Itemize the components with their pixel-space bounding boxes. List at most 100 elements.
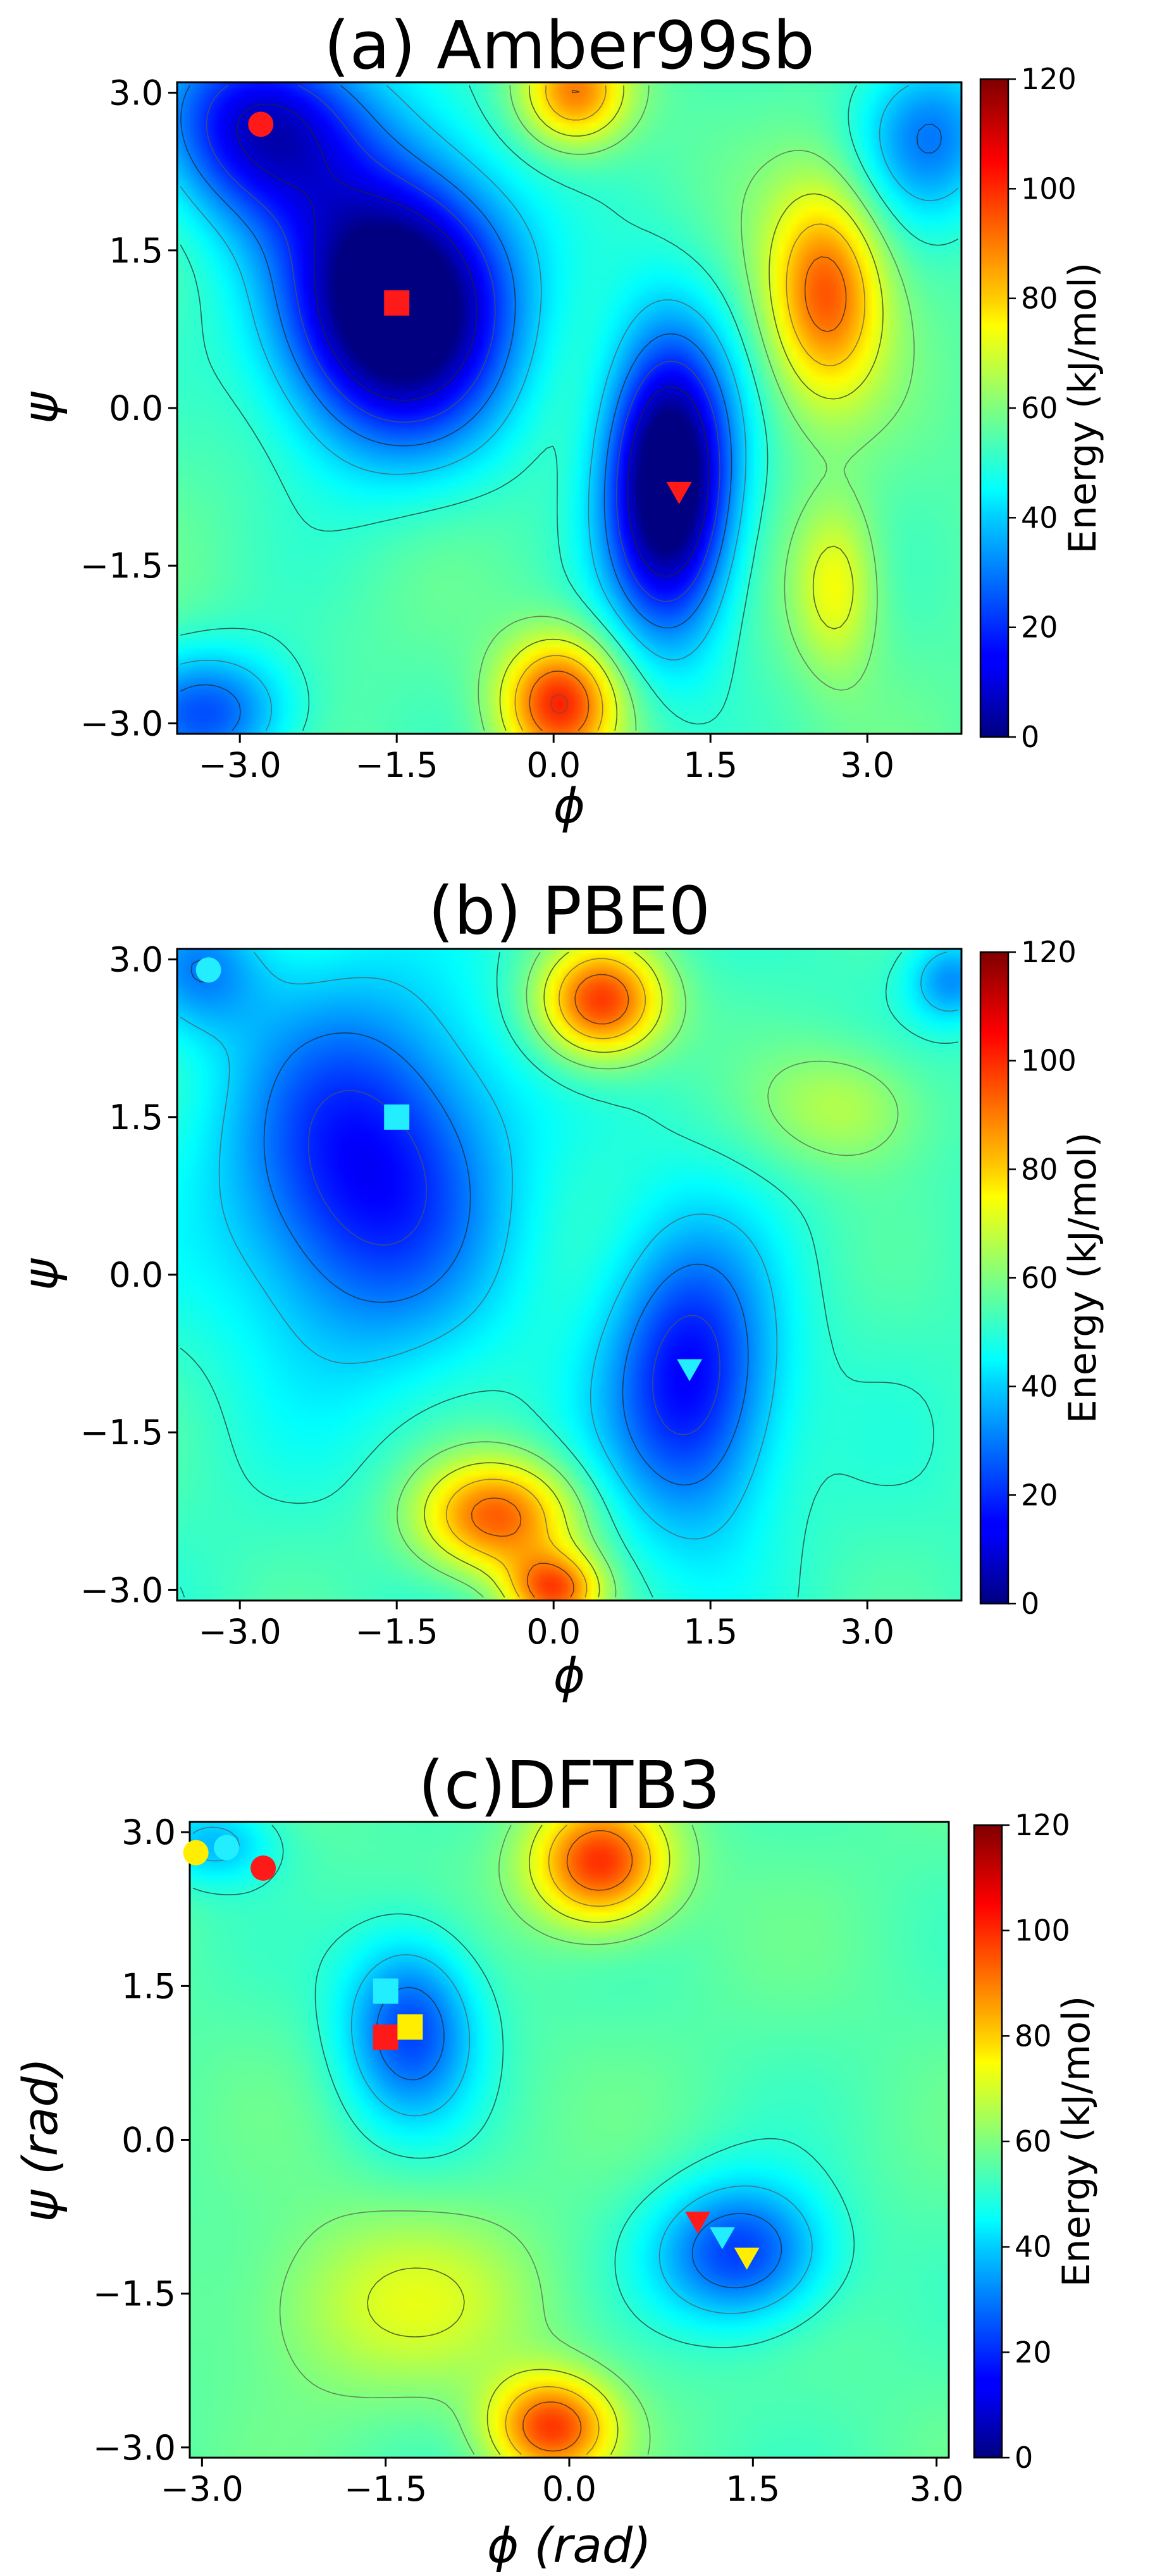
contour-line bbox=[514, 85, 865, 731]
colorbar-tick-label: 60 bbox=[1015, 2124, 1052, 2158]
colorbar-tick-label: 40 bbox=[1021, 500, 1058, 535]
panel-dftb3: −3.0 −1.5 0.0 1.5 3.0 3.0 1.5 0.0 −1.5 −3.0 (c)DFT… bbox=[12, 1747, 1099, 2573]
colorbar-label: Energy (kJ/mol) bbox=[1061, 1132, 1105, 1423]
contour-line bbox=[445, 958, 646, 1598]
contour-line bbox=[499, 85, 884, 731]
marker-circle bbox=[214, 1835, 240, 1861]
y-axis-label: ψ (rad) bbox=[12, 2058, 68, 2222]
x-tick-label: 0.0 bbox=[526, 745, 581, 785]
x-tick-label: 1.5 bbox=[683, 745, 738, 785]
colorbar-tick-label: 80 bbox=[1021, 1152, 1058, 1186]
x-axis-label: ϕ bbox=[553, 777, 585, 834]
colorbar bbox=[979, 78, 1010, 738]
y-tick-label: 0.0 bbox=[121, 2121, 176, 2160]
marker-square bbox=[384, 290, 410, 316]
y-tick-label: 0.0 bbox=[109, 388, 163, 428]
y-axis-label: ψ bbox=[12, 391, 68, 424]
y-tick-label: −1.5 bbox=[80, 546, 163, 586]
colorbar-tick-label: 0 bbox=[1021, 720, 1039, 754]
y-tick-label: 1.5 bbox=[109, 1098, 163, 1137]
contour-line bbox=[180, 951, 958, 1540]
marker-circle bbox=[183, 1840, 209, 1866]
contour-line bbox=[471, 974, 629, 1598]
chart-title: (b) PBE0 bbox=[428, 872, 710, 950]
y-tick-label: 1.5 bbox=[121, 1966, 176, 2006]
marker-square bbox=[373, 1978, 398, 2004]
colorbar bbox=[979, 951, 1010, 1605]
y-tick-label: 0.0 bbox=[109, 1255, 163, 1295]
marker-triangle bbox=[666, 481, 692, 504]
colorbar-tick-label: 100 bbox=[1015, 1914, 1070, 1948]
marker-triangle bbox=[709, 2227, 735, 2250]
contour-line bbox=[505, 1824, 652, 2455]
colorbar-tick-label: 40 bbox=[1021, 1370, 1058, 1404]
colorbar-tick-label: 120 bbox=[1021, 935, 1077, 969]
y-tick-label: −3.0 bbox=[93, 2428, 176, 2468]
marker-circle bbox=[195, 957, 221, 983]
x-tick-label: −3.0 bbox=[199, 745, 281, 785]
x-tick-label: −1.5 bbox=[355, 1612, 438, 1652]
marker-square bbox=[384, 1104, 410, 1130]
contour-line bbox=[206, 85, 720, 602]
contour-line bbox=[192, 1824, 855, 2348]
y-tick-label: 1.5 bbox=[109, 231, 163, 271]
x-tick-label: −3.0 bbox=[161, 2469, 244, 2509]
colorbar-label: Energy (kJ/mol) bbox=[1054, 1996, 1099, 2287]
panel-amber99sb: −3.0 −1.5 0.0 1.5 3.0 3.0 1.5 0.0 −1.5 −3.0 (a) Am… bbox=[12, 7, 1105, 834]
y-tick-label: −3.0 bbox=[80, 703, 163, 743]
contour-line bbox=[529, 89, 847, 731]
colorbar-tick-label: 120 bbox=[1015, 1808, 1070, 1842]
contour-line bbox=[190, 959, 749, 1486]
contour-line bbox=[180, 85, 959, 731]
x-tick-label: 3.0 bbox=[840, 745, 894, 785]
contour-line bbox=[180, 85, 959, 731]
chart-title: (c)DFTB3 bbox=[418, 1747, 720, 1824]
y-tick-label: −1.5 bbox=[93, 2274, 176, 2314]
contour-line bbox=[376, 1986, 782, 2289]
marker-triangle bbox=[734, 2247, 760, 2270]
colorbar-label: Energy (kJ/mol) bbox=[1061, 263, 1105, 554]
colorbar-tick-label: 20 bbox=[1021, 610, 1058, 645]
contour-line bbox=[180, 951, 958, 1598]
y-tick-label: 3.0 bbox=[121, 1812, 176, 1852]
contour-line bbox=[478, 85, 915, 731]
energy-heatmap bbox=[177, 949, 961, 1601]
x-tick-label: 3.0 bbox=[840, 1612, 894, 1652]
colorbar-tick-label: 120 bbox=[1021, 62, 1077, 96]
contour-line bbox=[550, 693, 569, 714]
marker-triangle bbox=[685, 2212, 711, 2234]
colorbar-tick-label: 60 bbox=[1021, 1261, 1058, 1295]
y-axis-label: ψ bbox=[12, 1258, 68, 1291]
contour-line bbox=[180, 85, 942, 731]
x-axis-label: ϕ bbox=[553, 1647, 585, 1704]
marker-square bbox=[373, 2024, 398, 2050]
colorbar bbox=[973, 1824, 1003, 2459]
marker-triangle bbox=[677, 1359, 703, 1382]
colorbar-tick-label: 100 bbox=[1021, 1044, 1077, 1078]
x-tick-label: 3.0 bbox=[910, 2469, 964, 2509]
contour-line bbox=[367, 1824, 670, 2455]
x-tick-label: −3.0 bbox=[199, 1612, 281, 1652]
energy-heatmap bbox=[190, 1822, 949, 2458]
colorbar-tick-label: 20 bbox=[1015, 2335, 1052, 2369]
contour-line bbox=[237, 103, 710, 577]
colorbar-tick-label: 100 bbox=[1021, 171, 1077, 206]
x-tick-label: −1.5 bbox=[355, 745, 438, 785]
y-tick-label: 3.0 bbox=[109, 940, 163, 980]
marker-circle bbox=[248, 111, 274, 137]
colorbar-tick-label: 0 bbox=[1021, 1587, 1039, 1621]
panel-pbe0: −3.0 −1.5 0.0 1.5 3.0 3.0 1.5 0.0 −1.5 −3.0 (b) PB… bbox=[12, 872, 1105, 1704]
x-tick-label: 0.0 bbox=[526, 1612, 581, 1652]
colorbar-tick-label: 80 bbox=[1021, 282, 1058, 316]
y-tick-label: 3.0 bbox=[109, 73, 163, 113]
contour-line bbox=[424, 951, 663, 1598]
marker-square bbox=[397, 2014, 423, 2040]
x-axis-label: ϕ (rad) bbox=[487, 2517, 652, 2573]
contour-line bbox=[397, 951, 899, 1598]
colorbar-tick-label: 0 bbox=[1015, 2441, 1033, 2475]
x-tick-label: −1.5 bbox=[344, 2469, 427, 2509]
contour-line bbox=[522, 1830, 633, 2452]
x-tick-label: 1.5 bbox=[683, 1612, 738, 1652]
x-tick-label: 1.5 bbox=[726, 2469, 780, 2509]
